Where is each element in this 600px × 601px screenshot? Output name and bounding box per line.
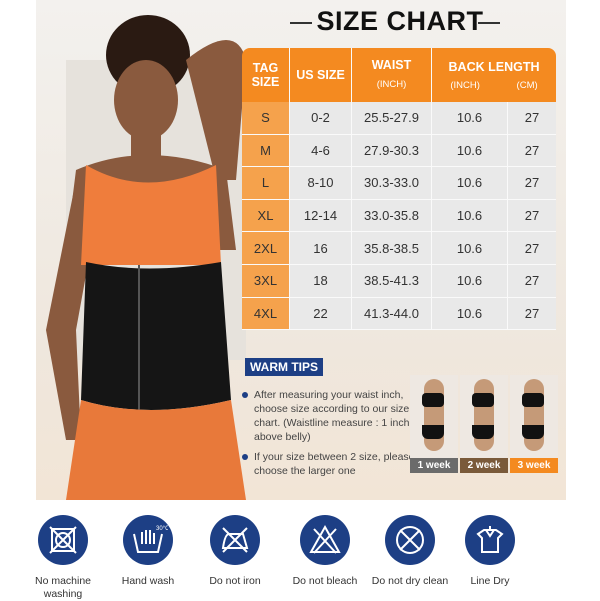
week-photo: 3 week (510, 375, 558, 473)
bra (422, 393, 444, 407)
table-row: 4XL 22 41.3-44.0 10.6 27 (242, 297, 556, 331)
cell-back-inch: 10.6 (432, 134, 508, 167)
no-iron-icon (210, 515, 260, 565)
week-photo: 1 week (410, 375, 458, 473)
cell-us-size: 12-14 (290, 199, 352, 232)
cell-back-inch: 10.6 (432, 167, 508, 199)
header-us-size: US SIZE (290, 48, 352, 102)
cell-back-inch: 10.6 (432, 102, 508, 134)
cell-back-cm: 27 (508, 102, 556, 134)
line-dry-icon (465, 515, 515, 565)
no-bleach-icon (300, 515, 350, 565)
care-label: Do not dry clean (371, 575, 449, 587)
table-row: 2XL 16 35.8-38.5 10.6 27 (242, 232, 556, 265)
size-chart-title: SIZE CHART (316, 6, 484, 36)
cell-tag-size: 4XL (242, 297, 290, 330)
cell-waist: 38.5-41.3 (352, 264, 432, 297)
back-length-label: BACK LENGTH (448, 59, 540, 74)
cell-back-cm: 27 (508, 134, 556, 167)
care-label: Do not iron (209, 575, 261, 587)
waist-label: WAIST (371, 58, 412, 72)
table-row: XL 12-14 33.0-35.8 10.6 27 (242, 199, 556, 233)
cell-tag-size: XL (242, 199, 290, 232)
brief (472, 425, 494, 439)
size-table: TAG SIZE US SIZE WAIST (INCH) BACK LENGTH… (242, 48, 556, 331)
cell-us-size: 8-10 (290, 167, 352, 199)
cell-us-size: 16 (290, 232, 352, 264)
svg-text:30°C: 30°C (156, 526, 168, 532)
cell-back-cm: 27 (508, 297, 556, 330)
care-label: No machine washing (34, 575, 92, 600)
cell-back-cm: 27 (508, 167, 556, 199)
back-inch-unit: (INCH) (450, 79, 480, 91)
cell-back-inch: 10.6 (432, 199, 508, 232)
header-waist: WAIST (INCH) (352, 48, 432, 102)
cell-tag-size: 2XL (242, 232, 290, 264)
model-wearing-waist-trainer (46, 15, 246, 500)
back-cm-unit: (CM) (516, 79, 538, 91)
cell-tag-size: 3XL (242, 264, 290, 297)
cell-waist: 33.0-35.8 (352, 199, 432, 232)
hand-wash-icon: 30°C (123, 515, 173, 565)
cell-tag-size: M (242, 134, 290, 167)
warm-tips-badge: WARM TIPS (245, 358, 323, 376)
header-back-length: BACK LENGTH (INCH) (CM) (432, 48, 556, 102)
brief (422, 425, 444, 439)
title-dash-left (290, 22, 312, 24)
cell-tag-size: L (242, 167, 290, 199)
table-row: L 8-10 30.3-33.0 10.6 27 (242, 167, 556, 200)
week-label: 3 week (510, 458, 558, 473)
no-machine-wash-icon (38, 515, 88, 565)
cell-back-cm: 27 (508, 264, 556, 297)
table-header: TAG SIZE US SIZE WAIST (INCH) BACK LENGTH… (242, 48, 556, 102)
table-row: 3XL 18 38.5-41.3 10.6 27 (242, 264, 556, 298)
care-label: Line Dry (470, 575, 510, 587)
care-item: 30°C Hand wash (103, 515, 193, 588)
cell-us-size: 4-6 (290, 134, 352, 167)
cell-back-cm: 27 (508, 199, 556, 232)
body-figure (474, 379, 494, 451)
cell-waist: 27.9-30.3 (352, 134, 432, 167)
care-item: Do not bleach (280, 515, 370, 588)
cell-us-size: 0-2 (290, 102, 352, 134)
care-item: No machine washing (18, 515, 108, 601)
week-label: 1 week (410, 458, 458, 473)
brief (522, 425, 544, 439)
cell-waist: 35.8-38.5 (352, 232, 432, 264)
title-dash-right (478, 22, 500, 24)
care-item: Do not dry clean (365, 515, 455, 588)
cell-us-size: 22 (290, 297, 352, 330)
cell-back-inch: 10.6 (432, 264, 508, 297)
header-tag-size: TAG SIZE (242, 48, 290, 102)
progress-photos: 1 week 2 week 3 week (410, 375, 558, 473)
bra (472, 393, 494, 407)
cell-back-cm: 27 (508, 232, 556, 264)
table-row: M 4-6 27.9-30.3 10.6 27 (242, 134, 556, 168)
cell-tag-size: S (242, 102, 290, 134)
waist-unit: (INCH) (376, 79, 407, 90)
week-label: 2 week (460, 458, 508, 473)
cell-waist: 41.3-44.0 (352, 297, 432, 330)
cell-back-inch: 10.6 (432, 297, 508, 330)
care-label: Do not bleach (292, 575, 358, 587)
cell-us-size: 18 (290, 264, 352, 297)
care-label: Hand wash (121, 575, 175, 587)
care-item: Do not iron (190, 515, 280, 588)
bra (522, 393, 544, 407)
body-figure (424, 379, 444, 451)
cell-waist: 30.3-33.0 (352, 167, 432, 199)
tip-1: After measuring your waist inch, choose … (240, 388, 415, 444)
tip-2: If your size between 2 size, please choo… (240, 450, 415, 478)
care-item: Line Dry (445, 515, 535, 588)
table-row: S 0-2 25.5-27.9 10.6 27 (242, 102, 556, 135)
cell-back-inch: 10.6 (432, 232, 508, 264)
cell-waist: 25.5-27.9 (352, 102, 432, 134)
no-dry-clean-icon (385, 515, 435, 565)
week-photo: 2 week (460, 375, 508, 473)
body-figure (524, 379, 544, 451)
